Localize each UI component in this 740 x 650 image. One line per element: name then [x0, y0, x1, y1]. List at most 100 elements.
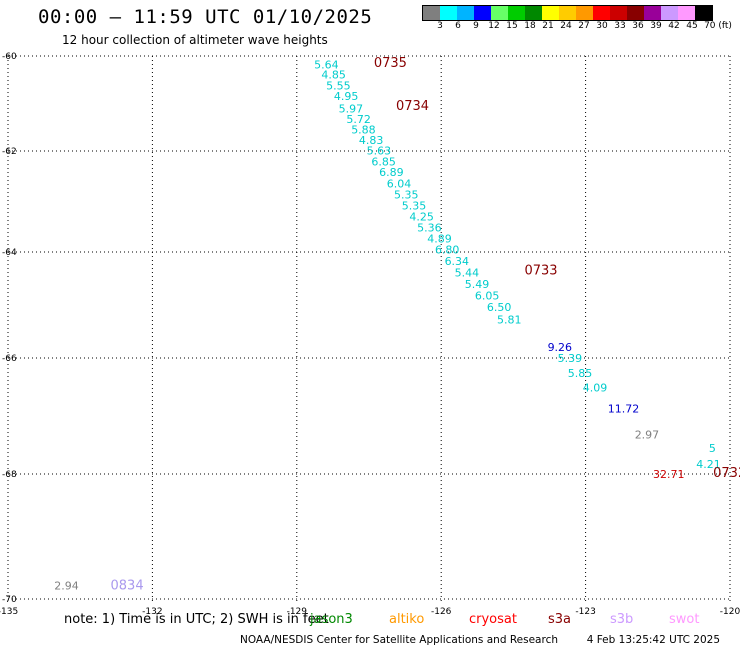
colorbar-swatch: [542, 6, 559, 20]
legend-jason3: jason3: [310, 612, 353, 627]
wave-height-value: 5.64: [314, 59, 339, 72]
colorbar-swatch: [440, 6, 457, 20]
wave-height-value: 6.85: [371, 156, 396, 169]
legend-cryosat: cryosat: [469, 612, 517, 627]
colorbar-swatch: [644, 6, 661, 20]
lat-tick-label: -66: [2, 354, 17, 364]
wave-height-value: 6.50: [487, 301, 512, 314]
legend-s3b: s3b: [610, 612, 633, 627]
wave-height-value: 5.35: [394, 188, 419, 201]
wave-height-value: 5.49: [465, 278, 490, 291]
colorbar-labels: 3 6 9 12 15 18 21 24 27 30 33 36 39 42 45 70 (ft): [422, 21, 740, 33]
wave-height-value: 5.36: [417, 221, 442, 234]
wave-height-value: 6.05: [475, 289, 500, 302]
lat-tick-label: -64: [2, 248, 17, 258]
colorbar-tick-label: 24: [560, 21, 572, 31]
wave-height-value: 5.97: [339, 103, 364, 116]
credit-line: NOAA/NESDIS Center for Satellite Applica…: [240, 634, 720, 646]
wave-height-value: 4.09: [583, 382, 608, 395]
lon-tick-label: -129: [287, 607, 308, 617]
colorbar-tick-label: 9: [473, 21, 479, 31]
colorbar-swatch: [491, 6, 508, 20]
colorbar-tick-label: 15: [506, 21, 518, 31]
lon-tick-label: -123: [575, 607, 595, 617]
wave-height-value: 5.39: [558, 352, 583, 365]
colorbar-swatch: [593, 6, 610, 20]
wave-height-value: 4.89: [427, 232, 452, 245]
colorbar-swatch: [678, 6, 695, 20]
colorbar-swatch: [627, 6, 644, 20]
colorbar-tick-label: 30: [596, 21, 608, 31]
wave-height-value: 4.25: [409, 211, 434, 224]
legend-label: swot: [669, 612, 700, 627]
wave-height-value: 2.94: [54, 579, 79, 592]
wave-height-value: 5.55: [326, 79, 351, 92]
legend-label: s3b: [610, 612, 634, 627]
pass-time-label: 0734: [396, 99, 429, 114]
colorbar-swatch: [423, 6, 440, 20]
wave-height-value: 6.34: [445, 255, 470, 268]
colorbar-tick-label: 6: [455, 21, 461, 31]
colorbar-tick-label: 42: [668, 21, 680, 31]
page-title: 00:00 – 11:59 UTC 01/10/2025: [38, 6, 373, 28]
colorbar-tick-label: 18: [524, 21, 536, 31]
colorbar-tick-label: 36: [632, 21, 644, 31]
pass-time-label: 0834: [111, 578, 144, 593]
colorbar-tick-label: 39: [650, 21, 662, 31]
legend-swot: swot: [669, 612, 699, 627]
wave-height-value: 6.89: [379, 166, 404, 179]
wave-height-value: 32.71: [653, 468, 685, 481]
lon-tick-label: -132: [142, 607, 162, 617]
legend-label: jason3: [310, 612, 353, 627]
wave-height-value: 4.83: [359, 134, 384, 147]
wave-height-value: 2.97: [635, 429, 660, 442]
lon-tick-label: -126: [431, 607, 452, 617]
wave-height-value: 5.85: [568, 367, 593, 380]
colorbar-swatch: [508, 6, 525, 20]
wave-height-value: 4.85: [321, 69, 346, 82]
pass-time-label: 0735: [374, 56, 407, 71]
legend-label: s3a: [548, 612, 572, 627]
colorbar-swatch: [474, 6, 491, 20]
colorbar-swatch: [457, 6, 474, 20]
lat-tick-label: -68: [2, 470, 17, 480]
legend-s3a: s3a: [548, 612, 571, 627]
colorbar-swatch: [695, 6, 712, 20]
lat-tick-label: -62: [2, 147, 17, 157]
colorbar-swatch: [576, 6, 593, 20]
wave-height-value: 11.72: [608, 402, 640, 415]
lon-tick-label: -135: [0, 607, 18, 617]
colorbar-tick-label: 45: [686, 21, 698, 31]
wave-height-value: 9.26: [548, 341, 573, 354]
wave-height-value: 5.88: [351, 124, 376, 137]
colorbar-tick-label: 33: [614, 21, 626, 31]
wave-height-value: 5.44: [455, 267, 480, 280]
colorbar-tick-label: 12: [488, 21, 500, 31]
wave-height-value: 5.72: [346, 113, 371, 126]
lon-tick-label: -120: [720, 607, 740, 617]
legend-altiko: altiko: [389, 612, 424, 627]
wave-height-value: 6.80: [435, 243, 460, 256]
credit-timestamp: 4 Feb 13:25:42 UTC 2025: [586, 634, 721, 646]
wave-height-colorbar: [422, 5, 713, 21]
note-text: note: 1) Time is in UTC; 2) SWH is in fe…: [64, 612, 329, 627]
pass-time-label: 0733: [524, 264, 557, 279]
wave-height-value: 5.35: [402, 200, 427, 213]
wave-height-value: 5.81: [497, 313, 522, 326]
colorbar-swatch: [610, 6, 627, 20]
pass-time-label: 0732: [713, 466, 740, 481]
colorbar-tick-label: 27: [578, 21, 590, 31]
wave-height-value: 5.63: [367, 145, 392, 158]
lat-tick-label: -60: [2, 52, 17, 62]
lat-tick-label: -70: [2, 595, 17, 605]
colorbar-swatch: [525, 6, 542, 20]
colorbar-tick-label: 21: [542, 21, 554, 31]
colorbar-tick-label: 3: [437, 21, 443, 31]
credit-organization: NOAA/NESDIS Center for Satellite Applica…: [240, 634, 558, 646]
colorbar-swatch: [559, 6, 576, 20]
wave-height-value: 4.95: [334, 90, 359, 103]
wave-height-value: 4.21: [696, 458, 721, 471]
legend-label: altiko: [389, 612, 425, 627]
page-subtitle: 12 hour collection of altimeter wave hei…: [62, 33, 328, 47]
